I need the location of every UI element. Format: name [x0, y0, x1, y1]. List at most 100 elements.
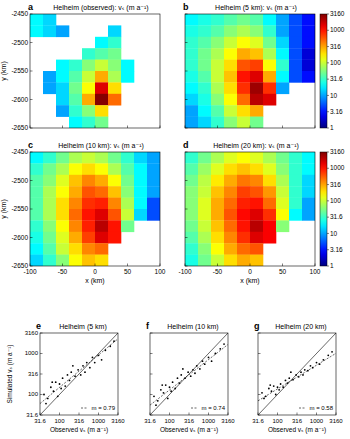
- axis-label: Observed vₛ (m a⁻¹): [160, 426, 218, 434]
- point: [67, 374, 69, 376]
- plot-area: [258, 333, 336, 415]
- cell: [250, 255, 263, 266]
- tick: [30, 264, 31, 267]
- cell: [250, 71, 263, 83]
- cell: [263, 175, 276, 187]
- cell: [108, 198, 121, 210]
- annotation: m = 0.79: [91, 405, 115, 411]
- point: [304, 369, 306, 371]
- cell: [224, 25, 237, 37]
- colorbar-tick: [327, 152, 329, 153]
- cell: [82, 117, 95, 128]
- tick-label: -2500: [11, 177, 28, 184]
- cell: [134, 163, 147, 175]
- cell: [108, 25, 121, 37]
- tick: [40, 374, 43, 375]
- plot-area: [150, 333, 228, 415]
- cell: [263, 163, 276, 175]
- tick-label: 316: [74, 418, 85, 424]
- cell: [289, 48, 302, 60]
- point: [165, 384, 167, 386]
- axis-label: y (km): [0, 61, 8, 80]
- tick-label: -2500: [11, 39, 28, 46]
- cell: [289, 175, 302, 187]
- tick: [150, 333, 153, 334]
- colorbar-label: 1000: [330, 26, 345, 33]
- cell: [82, 48, 95, 60]
- cell: [69, 71, 82, 83]
- tick: [185, 126, 186, 129]
- point: [167, 398, 169, 400]
- tick: [40, 413, 41, 416]
- point: [86, 362, 88, 364]
- cell: [302, 152, 315, 164]
- point: [77, 369, 79, 371]
- cell: [82, 82, 95, 94]
- cell: [276, 37, 289, 49]
- point: [192, 369, 194, 371]
- annotation-key: [81, 408, 88, 409]
- tick: [160, 126, 161, 129]
- panel-letter: e: [36, 321, 41, 331]
- tick: [258, 333, 261, 334]
- cell: [263, 82, 276, 94]
- point: [292, 379, 294, 381]
- point: [219, 348, 221, 350]
- cell: [121, 220, 134, 232]
- cell: [211, 186, 224, 198]
- colorbar-tick: [327, 217, 329, 218]
- cell: [95, 198, 108, 210]
- tick-label: 1000: [202, 418, 216, 424]
- cell: [185, 117, 198, 128]
- cell: [237, 48, 250, 60]
- cell: [263, 48, 276, 60]
- point: [261, 392, 263, 394]
- cell: [211, 198, 224, 210]
- tick: [95, 126, 96, 129]
- cell: [108, 37, 121, 49]
- cell: [198, 25, 211, 37]
- cell: [147, 152, 160, 164]
- cell: [121, 163, 134, 175]
- tick-label: 1000: [92, 418, 106, 424]
- cell: [302, 198, 315, 210]
- point: [180, 374, 182, 376]
- cell: [237, 25, 250, 37]
- cell: [276, 48, 289, 60]
- cell: [198, 152, 211, 164]
- tick: [258, 394, 261, 395]
- scatter-panel: 31.610031610003160Observed vₛ (m a⁻¹)gHe…: [252, 321, 343, 434]
- cell: [82, 232, 95, 244]
- cell: [30, 152, 43, 164]
- tick-label: 100: [165, 418, 176, 424]
- cell: [43, 14, 56, 26]
- colorbar-label: 316: [330, 43, 341, 50]
- point: [199, 368, 201, 370]
- cell: [185, 152, 198, 164]
- cell: [69, 163, 82, 175]
- point: [174, 388, 176, 390]
- colorbar-label: 10: [330, 92, 338, 99]
- point: [290, 371, 292, 373]
- cell: [185, 82, 198, 94]
- cell: [224, 48, 237, 60]
- frame: [258, 333, 336, 415]
- cell: [185, 37, 198, 49]
- cell: [30, 220, 43, 232]
- cell: [198, 163, 211, 175]
- frame: [30, 152, 160, 266]
- colorbar-label: 3160: [330, 148, 345, 155]
- colorbar-tick: [327, 95, 329, 96]
- colorbar-label: 1: [330, 124, 334, 131]
- tick-label: 100: [28, 391, 39, 397]
- point: [43, 394, 45, 396]
- colorbar-label: 31.6: [330, 75, 343, 82]
- cell: [95, 255, 108, 266]
- cell: [198, 60, 211, 72]
- cell: [121, 186, 134, 198]
- cell: [276, 60, 289, 72]
- cell: [250, 37, 263, 49]
- cell: [224, 243, 237, 255]
- cell: [250, 25, 263, 37]
- cell: [276, 71, 289, 83]
